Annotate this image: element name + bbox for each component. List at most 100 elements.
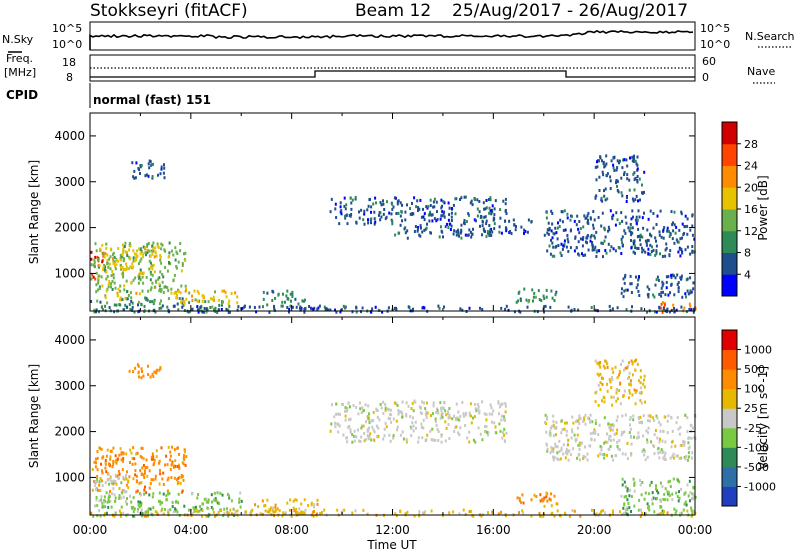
power-cell xyxy=(598,175,601,179)
power-cell xyxy=(444,225,447,229)
velocity-cell xyxy=(165,454,168,458)
power-cell xyxy=(669,249,672,253)
power-cell xyxy=(124,303,127,307)
velocity-cell xyxy=(162,471,165,475)
power-cell xyxy=(115,303,118,307)
power-cell xyxy=(593,248,596,252)
power-cell xyxy=(689,291,692,295)
power-cell xyxy=(586,241,588,245)
power-cell xyxy=(124,250,127,254)
velocity-cell xyxy=(145,510,148,514)
velocity-cell xyxy=(612,458,615,462)
velocity-cell xyxy=(440,434,443,438)
power-cell xyxy=(551,254,554,258)
power-cell xyxy=(394,233,397,237)
power-cell xyxy=(124,241,127,245)
power-cell xyxy=(330,197,333,201)
power-cell xyxy=(690,290,693,294)
power-cell xyxy=(491,208,493,212)
velocity-cell xyxy=(446,412,449,415)
power-cell xyxy=(172,304,175,308)
velocity-cell xyxy=(145,458,148,462)
power-cell xyxy=(129,244,132,247)
power-cell xyxy=(201,299,204,303)
velocity-ytick-label: 1000 xyxy=(54,470,85,484)
power-cell xyxy=(641,183,643,187)
power-cell xyxy=(105,246,108,250)
velocity-cell xyxy=(392,417,395,421)
power-cell xyxy=(543,305,546,309)
velocity-cell xyxy=(615,389,618,393)
power-cell xyxy=(94,255,97,259)
power-cell xyxy=(636,283,639,287)
power-cell xyxy=(593,234,596,238)
velocity-cell xyxy=(411,421,414,425)
velocity-cell xyxy=(633,388,636,392)
power-cell xyxy=(406,203,408,207)
power-cell xyxy=(624,231,627,235)
power-cell xyxy=(481,224,484,228)
velocity-cell xyxy=(366,512,369,516)
power-cell xyxy=(273,304,275,308)
velocity-cell xyxy=(603,416,606,420)
velocity-cell xyxy=(676,477,679,481)
velocity-cell xyxy=(651,498,654,502)
velocity-cell xyxy=(476,408,479,412)
velocity-cell xyxy=(618,389,621,393)
velocity-cell xyxy=(643,385,646,389)
power-cell xyxy=(152,241,155,245)
velocity-cell xyxy=(643,453,646,457)
power-cell xyxy=(161,280,164,284)
power-cell xyxy=(684,214,687,218)
power-cell xyxy=(438,306,441,310)
power-cell xyxy=(138,262,140,266)
velocity-cell xyxy=(313,505,316,509)
power-cell xyxy=(448,213,451,217)
power-cell xyxy=(459,307,462,311)
velocity-cell xyxy=(611,378,614,382)
velocity-cell xyxy=(664,440,667,444)
velocity-cell xyxy=(180,475,183,479)
velocity-cell xyxy=(546,499,549,503)
power-cell xyxy=(633,154,635,158)
power-cell xyxy=(122,247,125,251)
power-cell xyxy=(161,304,164,308)
power-cell xyxy=(131,161,134,165)
velocity-cell xyxy=(178,466,181,470)
velocity-cell xyxy=(104,459,107,462)
power-cell xyxy=(172,253,175,257)
power-cell xyxy=(665,286,668,290)
power-cell xyxy=(367,221,370,225)
velocity-cell xyxy=(366,415,369,419)
velocity-cell xyxy=(686,483,689,487)
velocity-cell xyxy=(152,478,155,482)
velocity-cell xyxy=(606,389,609,393)
power-cell xyxy=(426,206,429,210)
power-cell xyxy=(262,297,265,301)
power-cell xyxy=(590,306,593,309)
power-cell xyxy=(95,290,98,294)
power-cell xyxy=(181,305,184,309)
velocity-cell xyxy=(580,441,583,445)
velocity-cell xyxy=(174,500,177,504)
velocity-ytick-label: 3000 xyxy=(54,379,85,393)
power-cell xyxy=(116,291,119,295)
velocity-cell xyxy=(477,426,480,430)
power-cell xyxy=(196,308,199,312)
velocity-cell xyxy=(640,391,643,394)
velocity-cell xyxy=(637,431,640,435)
velocity-cell xyxy=(579,416,582,420)
velocity-cell xyxy=(361,406,364,410)
power-cell xyxy=(114,267,117,271)
power-cell xyxy=(494,199,497,203)
power-cell xyxy=(404,218,407,222)
power-cell xyxy=(493,207,496,211)
velocity-cell xyxy=(431,427,434,431)
power-cell xyxy=(579,227,582,231)
power-cell xyxy=(184,284,187,288)
power-cell xyxy=(412,212,415,216)
power-cell xyxy=(601,199,604,203)
power-cell xyxy=(546,249,549,253)
velocity-cell xyxy=(663,498,666,502)
velocity-cell xyxy=(593,428,596,432)
